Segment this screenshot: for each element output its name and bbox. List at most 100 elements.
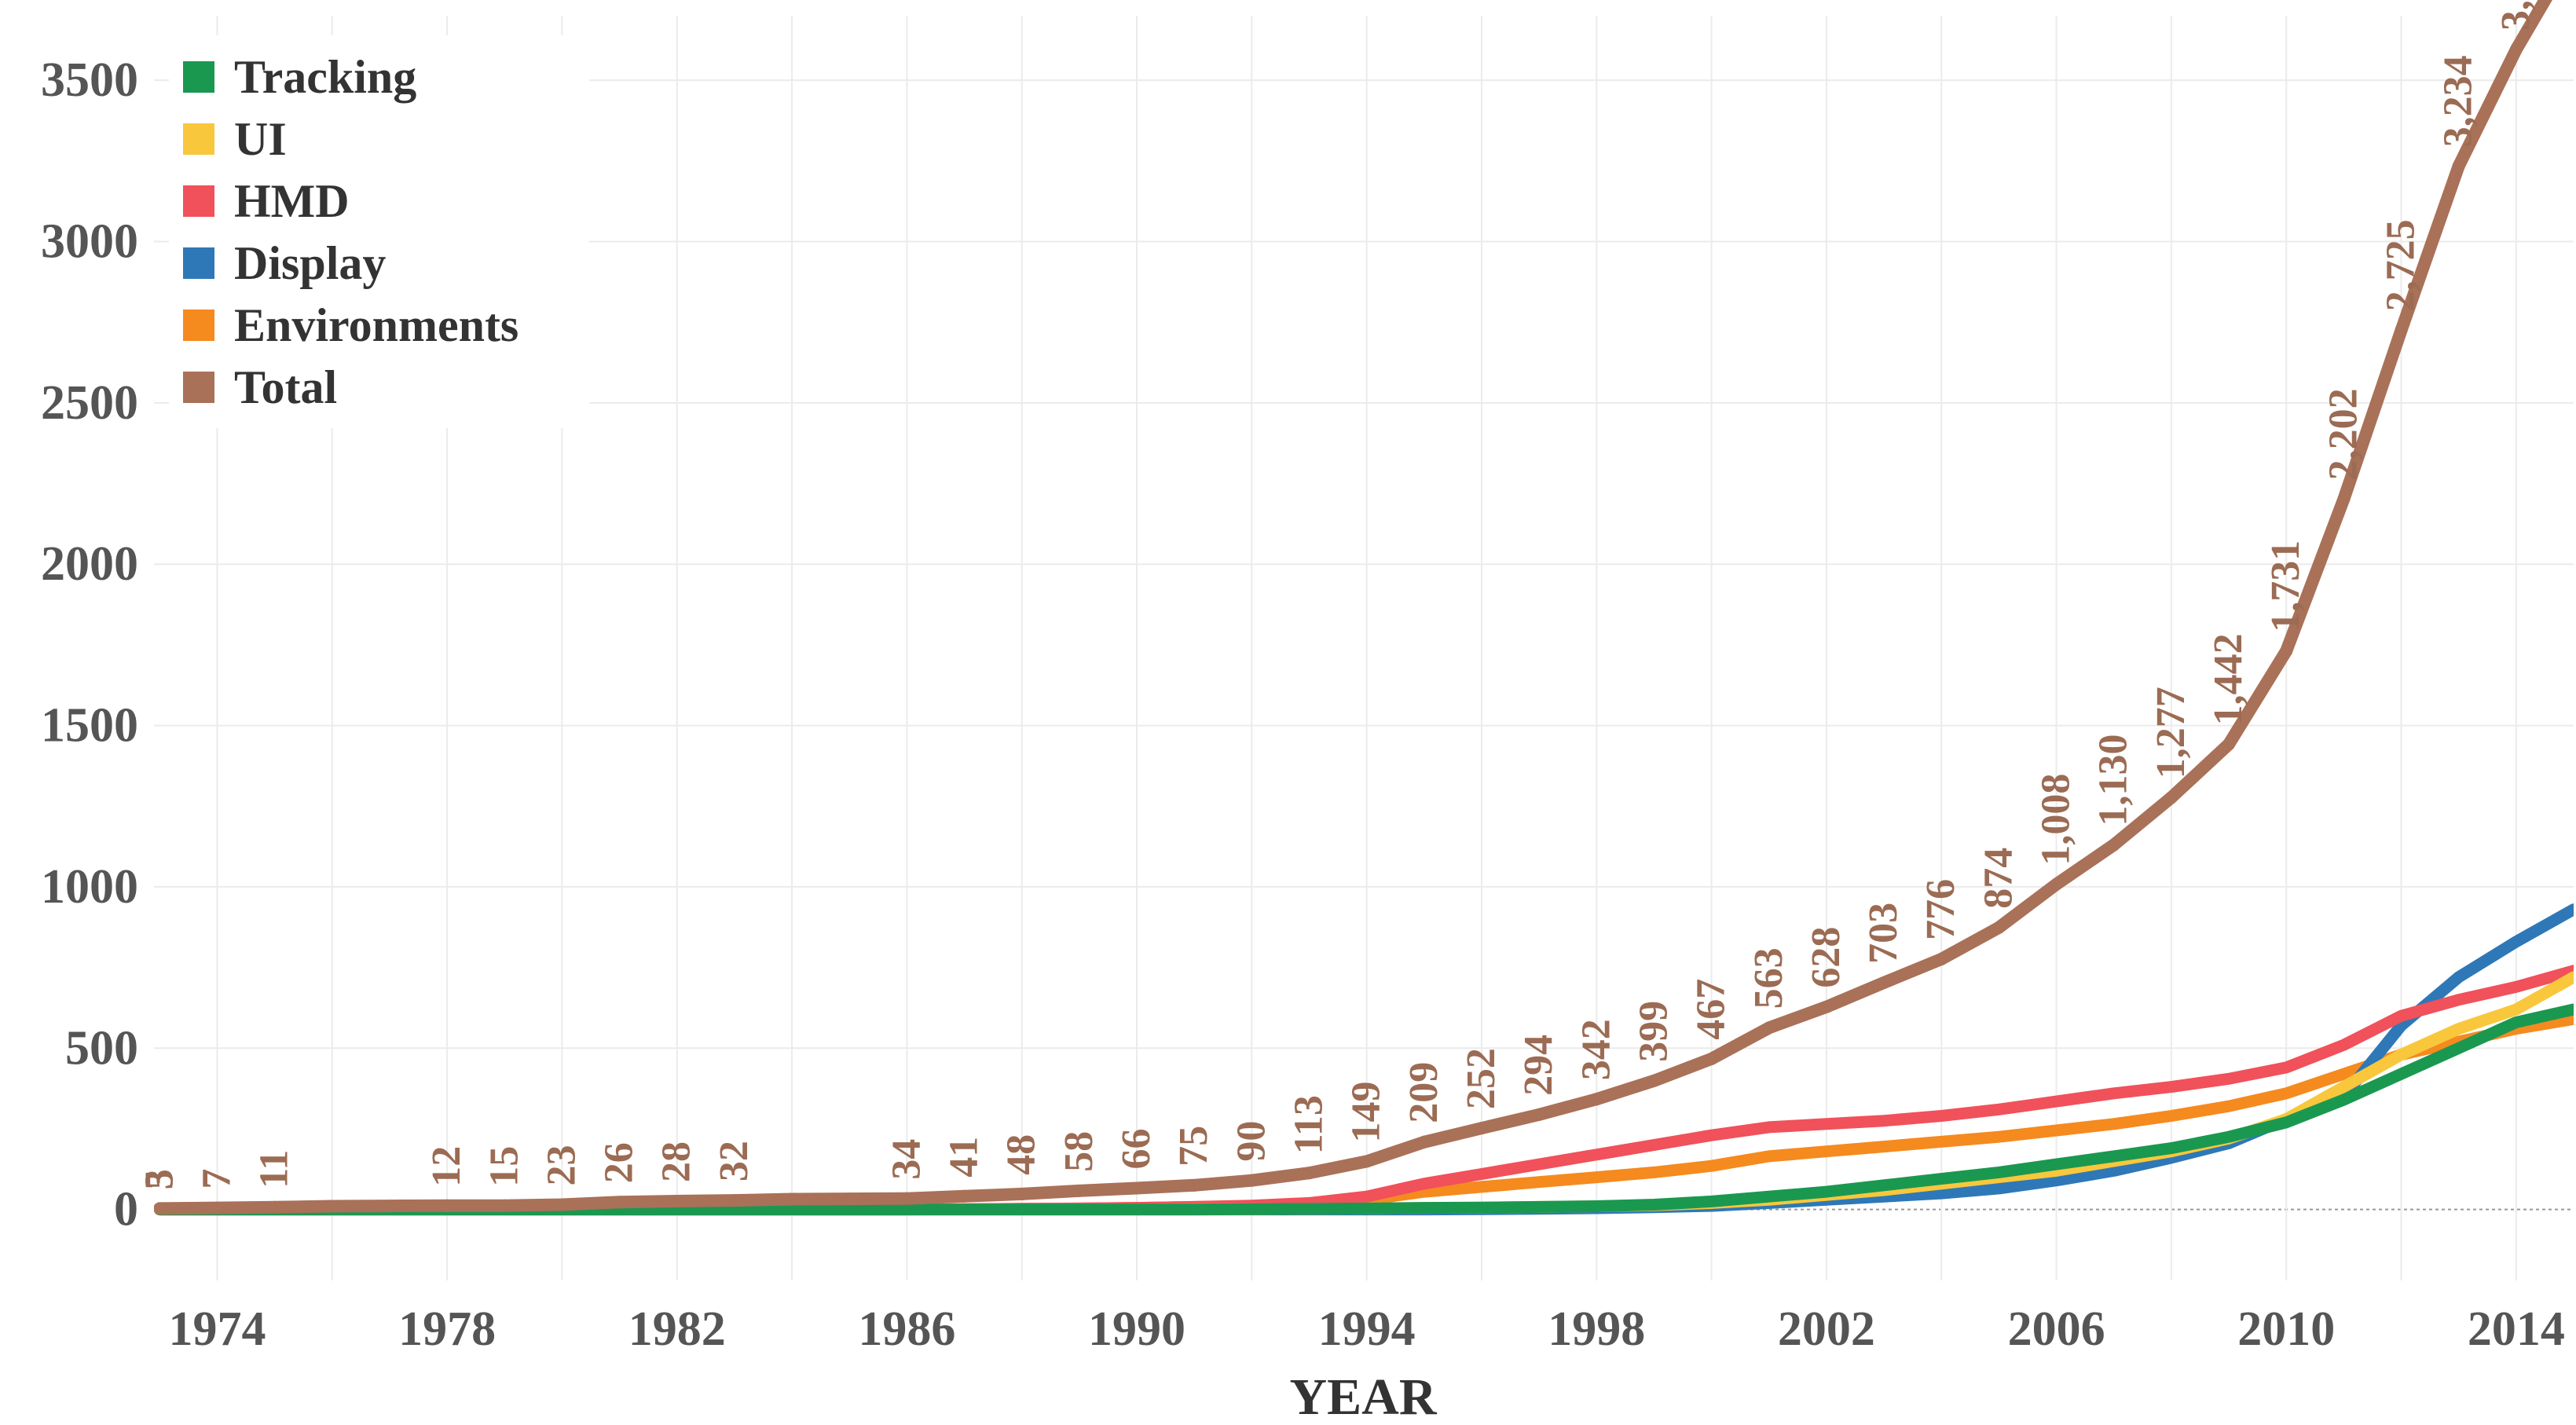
- y-tick-label: 2500: [41, 376, 138, 430]
- total-point: [1015, 1187, 1028, 1200]
- x-tick-label: 1994: [1318, 1302, 1416, 1356]
- data-label: 628: [1804, 927, 1849, 988]
- total-point: [268, 1200, 281, 1214]
- legend-swatch: [183, 247, 214, 279]
- data-label: 1,277: [2149, 687, 2193, 778]
- legend-swatch: [183, 185, 214, 217]
- total-point: [1417, 1135, 1431, 1148]
- x-tick-label: 2002: [1778, 1302, 1875, 1356]
- series-lines: [154, 0, 2574, 1216]
- data-label: 3,234: [2436, 55, 2481, 147]
- data-label: 75: [1171, 1126, 1216, 1167]
- data-label: 342: [1574, 1019, 1618, 1080]
- legend-label: Total: [234, 361, 337, 413]
- total-point: [1475, 1122, 1488, 1135]
- data-label: 12: [424, 1146, 469, 1187]
- data-label: 2,725: [2379, 219, 2424, 311]
- total-point: [1533, 1108, 1546, 1121]
- data-label: 66: [1114, 1128, 1159, 1169]
- total-point: [1878, 976, 1891, 989]
- x-tick-label: 1986: [858, 1302, 955, 1356]
- total-point: [154, 1202, 167, 1215]
- x-tick-label: 1990: [1088, 1302, 1185, 1356]
- total-point: [2337, 493, 2351, 506]
- legend-swatch: [183, 61, 214, 93]
- y-tick-label: 1000: [41, 860, 138, 914]
- total-point: [1992, 921, 2006, 934]
- data-label: 23: [539, 1145, 584, 1185]
- y-tick-label: 500: [65, 1021, 138, 1075]
- data-label: 1,442: [2206, 633, 2251, 725]
- total-point: [2050, 877, 2063, 891]
- x-tick-label: 2006: [2008, 1302, 2105, 1356]
- total-point: [1360, 1155, 1373, 1168]
- total-point: [1647, 1074, 1661, 1087]
- total-point: [1590, 1093, 1603, 1106]
- y-tick-label: 1500: [41, 699, 138, 753]
- legend: Tracking UI HMD Display Environments Total: [169, 35, 589, 428]
- total-point: [1935, 952, 1948, 965]
- data-label: 874: [1976, 848, 2021, 909]
- total-point: [2395, 324, 2408, 337]
- axes: 0 500 1000 1500 2000 2500 3000 3500 1974 1978 1982…: [41, 53, 2565, 1356]
- data-label: 48: [999, 1134, 1044, 1175]
- legend-label: Display: [234, 237, 386, 289]
- total-point: [383, 1200, 396, 1213]
- data-label: 28: [654, 1141, 699, 1182]
- data-label: 7: [194, 1169, 239, 1189]
- total-point: [900, 1192, 914, 1205]
- data-label: 2,202: [2321, 388, 2365, 480]
- data-label: 113: [1287, 1095, 1332, 1154]
- data-label: 15: [482, 1146, 526, 1187]
- total-point: [1762, 1021, 1775, 1035]
- x-tick-label: 1982: [628, 1302, 726, 1356]
- data-label: 58: [1057, 1131, 1101, 1172]
- total-point: [727, 1194, 741, 1207]
- legend-background: [169, 35, 589, 428]
- legend-swatch: [183, 372, 214, 403]
- total-point: [958, 1189, 971, 1203]
- total-point: [1188, 1178, 1201, 1192]
- total-point: [2280, 644, 2293, 658]
- data-label: 26: [597, 1142, 642, 1183]
- data-label: 149: [1344, 1081, 1389, 1142]
- y-tick-label: 3000: [41, 215, 138, 269]
- data-label: 467: [1689, 979, 1734, 1040]
- total-point: [2509, 43, 2523, 57]
- data-label: 41: [942, 1137, 987, 1178]
- x-tick-label: 1974: [168, 1302, 266, 1356]
- data-label: 252: [1459, 1048, 1504, 1109]
- data-label: 294: [1516, 1035, 1561, 1096]
- y-tick-label: 3500: [41, 53, 138, 107]
- total-point: [1072, 1184, 1086, 1197]
- data-label: 32: [712, 1141, 757, 1181]
- y-tick-label: 2000: [41, 537, 138, 591]
- total-point: [670, 1194, 683, 1207]
- total-point: [843, 1192, 856, 1206]
- data-label: 34: [884, 1139, 929, 1180]
- data-label: 1,008: [2034, 774, 2079, 866]
- x-axis-title: YEAR: [1289, 1368, 1437, 1425]
- data-label: 90: [1229, 1121, 1273, 1162]
- total-point: [555, 1198, 569, 1211]
- y-tick-label: 0: [114, 1183, 138, 1236]
- total-point: [1819, 1000, 1833, 1013]
- total-point: [1303, 1167, 1316, 1180]
- data-label: 399: [1631, 1001, 1676, 1062]
- grid: [154, 16, 2574, 1280]
- total-point: [1245, 1174, 1259, 1187]
- x-tick-label: 2010: [2237, 1302, 2335, 1356]
- total-point: [2452, 159, 2465, 173]
- total-point: [441, 1199, 454, 1212]
- data-label: 11: [252, 1150, 297, 1189]
- total-point: [325, 1200, 339, 1213]
- legend-label: UI: [234, 113, 287, 165]
- data-label: 703: [1861, 903, 1906, 964]
- total-point: [498, 1199, 511, 1212]
- legend-swatch: [183, 123, 214, 155]
- data-label: 1,130: [2091, 734, 2136, 826]
- data-labels: 35 7 11 12 15 23 26 28 32 34 41 48 58 66 75 90 113 149 209…: [137, 0, 2538, 1189]
- total-point: [2222, 738, 2236, 751]
- total-point: [211, 1201, 224, 1214]
- legend-label: Environments: [234, 299, 518, 351]
